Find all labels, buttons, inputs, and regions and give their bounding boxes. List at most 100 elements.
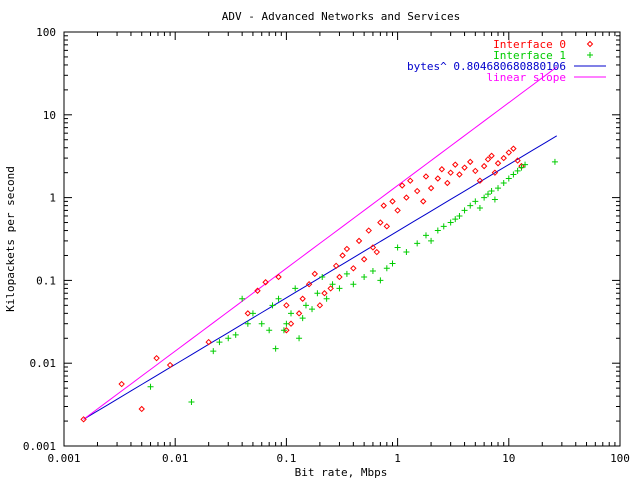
data-point-0 xyxy=(343,245,351,253)
data-point-1 xyxy=(302,302,309,309)
data-point-0 xyxy=(283,327,290,334)
data-point-0 xyxy=(118,380,125,388)
data-point-1 xyxy=(500,180,507,187)
data-point-0 xyxy=(339,252,346,259)
data-point-1 xyxy=(472,198,479,205)
data-point-0 xyxy=(444,179,451,187)
data-point-0 xyxy=(461,164,468,171)
data-point-1 xyxy=(495,185,502,192)
data-point-1 xyxy=(491,196,498,203)
data-point-1 xyxy=(414,240,421,247)
data-point-1 xyxy=(510,171,517,178)
data-point-1 xyxy=(244,320,251,327)
data-point-0 xyxy=(427,184,435,192)
data-point-1 xyxy=(514,167,521,174)
data-point-1 xyxy=(225,335,232,342)
data-point-1 xyxy=(428,237,435,244)
y-tick-label: 10 xyxy=(43,109,56,122)
data-point-1 xyxy=(476,204,483,211)
x-axis-label: Bit rate, Mbps xyxy=(295,466,388,479)
fit-lines xyxy=(83,66,558,420)
data-point-0 xyxy=(305,280,313,288)
series-line-2 xyxy=(83,135,558,420)
data-point-0 xyxy=(205,338,212,346)
data-point-0 xyxy=(377,219,384,226)
data-point-0 xyxy=(510,145,517,152)
data-point-1 xyxy=(280,327,287,334)
data-point-1 xyxy=(232,331,239,338)
data-point-0 xyxy=(373,248,381,256)
data-point-1 xyxy=(292,285,299,292)
data-point-0 xyxy=(484,156,492,163)
data-point-0 xyxy=(480,162,488,170)
data-point-0 xyxy=(403,194,410,201)
data-point-1 xyxy=(467,202,474,209)
data-point-1 xyxy=(336,285,343,292)
data-point-1 xyxy=(394,244,401,251)
y-axis-label: Kilopackets per second xyxy=(4,166,17,312)
data-point-1 xyxy=(343,270,350,277)
data-point-0 xyxy=(434,175,442,182)
data-point-0 xyxy=(380,202,387,209)
data-point-1 xyxy=(403,249,410,256)
data-point-1 xyxy=(210,348,217,355)
data-point-1 xyxy=(456,212,463,219)
data-point-1 xyxy=(518,164,525,171)
data-point-1 xyxy=(452,216,459,223)
data-point-1 xyxy=(505,175,512,182)
data-point-1 xyxy=(377,277,384,284)
data-point-0 xyxy=(491,169,499,176)
data-point-1 xyxy=(319,273,326,280)
y-tick-labels: 0.001 0.01 0.1 1 10 100 xyxy=(23,26,56,453)
data-point-0 xyxy=(447,169,454,176)
x-tick-label: 0.1 xyxy=(276,452,296,465)
data-points xyxy=(80,145,558,423)
data-point-0 xyxy=(275,273,282,281)
data-point-1 xyxy=(447,219,454,226)
data-point-1 xyxy=(461,207,468,214)
data-point-0 xyxy=(80,416,87,423)
y-tick-label: 100 xyxy=(36,26,56,39)
plot-frame xyxy=(63,31,621,447)
data-point-1 xyxy=(288,310,295,317)
data-point-0 xyxy=(311,270,318,278)
data-point-1 xyxy=(239,295,246,302)
data-point-1 xyxy=(329,281,336,288)
data-point-1 xyxy=(551,158,558,165)
data-point-1 xyxy=(269,302,276,309)
data-point-1 xyxy=(272,345,279,352)
data-point-1 xyxy=(434,227,441,234)
data-point-0 xyxy=(494,160,502,167)
legend-label: Interface 0 xyxy=(493,38,566,51)
legend-label: Interface 1 xyxy=(493,49,566,62)
legend-label: linear slope xyxy=(487,71,566,84)
y-tick-label: 0.01 xyxy=(30,357,57,370)
data-point-0 xyxy=(262,279,269,286)
data-point-0 xyxy=(321,290,328,297)
x-tick-label: 100 xyxy=(610,452,630,465)
data-point-1 xyxy=(440,223,447,230)
data-point-0 xyxy=(369,244,377,251)
data-point-0 xyxy=(467,158,474,166)
x-tick-labels: 0.001 0.01 0.1 1 10 100 xyxy=(47,452,630,465)
data-point-0 xyxy=(383,223,391,230)
data-point-1 xyxy=(481,194,488,201)
data-point-1 xyxy=(258,320,265,327)
legend-swatch xyxy=(587,52,593,58)
x-tick-label: 0.01 xyxy=(162,452,189,465)
data-point-0 xyxy=(389,198,396,205)
series-line-3 xyxy=(83,66,558,420)
data-point-0 xyxy=(413,187,421,195)
data-point-0 xyxy=(398,182,406,189)
data-point-1 xyxy=(275,295,282,302)
data-point-1 xyxy=(522,161,529,168)
data-point-0 xyxy=(283,302,290,309)
chart-title: ADV - Advanced Networks and Services xyxy=(222,10,460,23)
x-tick-label: 0.001 xyxy=(47,452,80,465)
data-point-0 xyxy=(422,173,430,180)
data-point-1 xyxy=(369,267,376,274)
data-point-0 xyxy=(438,166,446,173)
data-point-0 xyxy=(394,207,401,214)
